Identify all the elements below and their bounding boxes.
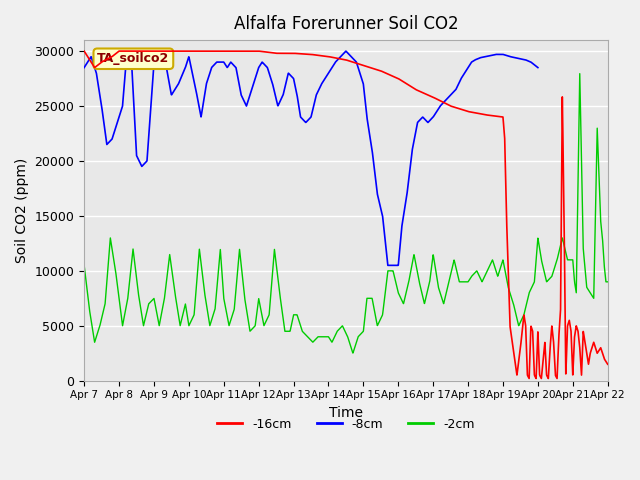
Text: TA_soilco2: TA_soilco2 xyxy=(97,52,170,65)
Title: Alfalfa Forerunner Soil CO2: Alfalfa Forerunner Soil CO2 xyxy=(234,15,458,33)
Legend: -16cm, -8cm, -2cm: -16cm, -8cm, -2cm xyxy=(212,413,479,436)
X-axis label: Time: Time xyxy=(329,406,363,420)
Y-axis label: Soil CO2 (ppm): Soil CO2 (ppm) xyxy=(15,158,29,263)
